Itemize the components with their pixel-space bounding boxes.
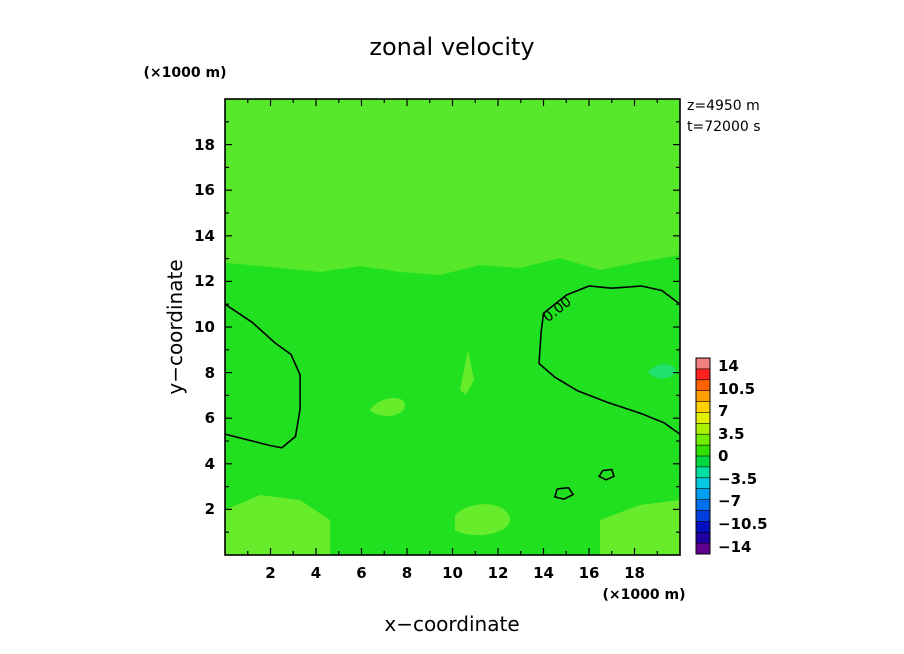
colorbar-swatch xyxy=(696,477,710,490)
x-tick-label: 14 xyxy=(533,564,554,582)
colorbar-swatch xyxy=(696,368,710,381)
field-upper-region xyxy=(225,99,680,275)
y-tick-label: 10 xyxy=(194,318,215,336)
x-axis-unit: (×1000 m) xyxy=(603,587,686,603)
contour-line xyxy=(225,303,301,449)
colorbar-swatch xyxy=(696,434,710,446)
colorbar-swatches xyxy=(696,358,710,555)
x-tick-label: 18 xyxy=(624,564,645,582)
colorbar-swatch xyxy=(696,456,710,468)
contour-lines xyxy=(225,285,680,500)
x-tick-label: 4 xyxy=(311,564,321,582)
x-tick-labels: 2 4 6 8 10 12 14 16 18 xyxy=(265,564,645,582)
field-light-patch xyxy=(370,398,405,417)
colorbar-swatch xyxy=(696,358,710,370)
field-light-patch xyxy=(600,500,680,555)
y-tick-label: 14 xyxy=(194,227,215,245)
chart-title: zonal velocity xyxy=(369,33,534,61)
y-tick-label: 2 xyxy=(205,500,215,518)
y-tick-label: 6 xyxy=(205,409,215,427)
y-tick-label: 4 xyxy=(205,455,215,473)
tick-marks xyxy=(225,99,680,555)
x-tick-label: 2 xyxy=(265,564,275,582)
y-axis-label: y−coordinate xyxy=(163,259,187,394)
x-axis-label: x−coordinate xyxy=(384,612,519,636)
y-tick-labels: 2 4 6 8 10 12 14 16 18 xyxy=(194,136,215,518)
colorbar-swatch xyxy=(696,412,710,424)
colorbar-label: −3.5 xyxy=(718,470,757,488)
y-tick-label: 8 xyxy=(205,364,215,382)
info-depth: z=4950 m xyxy=(687,98,760,114)
colorbar-label: 0 xyxy=(718,447,728,465)
contour-line xyxy=(553,486,575,500)
colorbar-swatch xyxy=(696,466,710,479)
colorbar-swatch xyxy=(696,379,710,392)
colorbar-swatch xyxy=(696,401,710,413)
colorbar-swatch xyxy=(696,445,710,457)
colorbar-label: −14 xyxy=(718,538,751,556)
colorbar-label: 3.5 xyxy=(718,425,745,443)
x-tick-label: 10 xyxy=(442,564,463,582)
field-light-patch xyxy=(225,495,330,555)
plot-area xyxy=(225,99,680,555)
colorbar-swatch xyxy=(696,423,710,435)
contour-line xyxy=(598,468,615,481)
field-light-patch xyxy=(455,504,511,536)
colorbar-label: 14 xyxy=(718,357,739,375)
y-axis-unit: (×1000 m) xyxy=(144,65,227,81)
info-time: t=72000 s xyxy=(687,119,761,135)
x-tick-label: 12 xyxy=(488,564,509,582)
y-tick-label: 12 xyxy=(194,272,215,290)
colorbar-label: −7 xyxy=(718,492,741,510)
colorbar-swatch xyxy=(696,390,710,402)
x-tick-label: 6 xyxy=(356,564,366,582)
colorbar-label: 10.5 xyxy=(718,380,755,398)
colorbar-swatch xyxy=(696,499,710,511)
y-tick-label: 18 xyxy=(194,136,215,154)
field-light-patch xyxy=(460,350,474,395)
colorbar-label: 7 xyxy=(718,402,728,420)
contour-line xyxy=(538,285,680,435)
y-tick-label: 16 xyxy=(194,181,215,199)
colorbar-swatch xyxy=(696,521,710,533)
colorbar-swatch xyxy=(696,543,710,555)
colorbar-swatch xyxy=(696,488,710,500)
colorbar-label: −10.5 xyxy=(718,515,768,533)
colorbar-swatch xyxy=(696,510,710,522)
colorbar-frame xyxy=(695,357,711,555)
field-bluish-spot xyxy=(648,364,676,379)
x-tick-label: 8 xyxy=(402,564,412,582)
x-tick-label: 16 xyxy=(579,564,600,582)
colorbar: 14 10.5 7 3.5 0 −3.5 −7 −10.5 −14 xyxy=(695,357,768,556)
colorbar-swatch xyxy=(696,532,710,544)
